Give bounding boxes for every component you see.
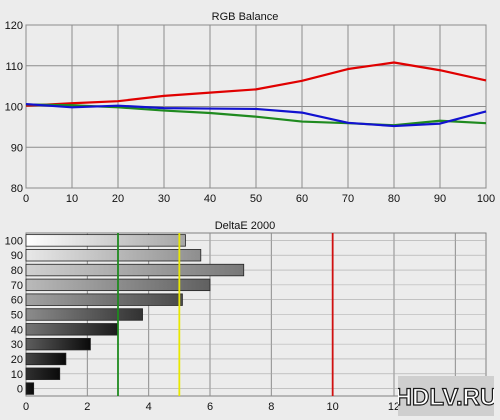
deltae-x-tick-label: 6 — [207, 401, 213, 413]
rgb-balance-x-tick-label: 30 — [158, 193, 170, 205]
rgb-balance-y-tick-label: 110 — [5, 61, 23, 73]
rgb-balance-series-line-0 — [25, 61, 487, 107]
deltae-y-tick-label: 30 — [11, 339, 23, 351]
deltae-bar-90 — [25, 249, 202, 262]
deltae-bar-0 — [25, 382, 35, 395]
rgb-balance-x-tick-label: 80 — [388, 193, 400, 205]
rgb-balance-x-tick-label: 70 — [342, 193, 354, 205]
deltae-y-tick-label: 0 — [17, 384, 23, 396]
deltae-x-tick-label: 8 — [268, 401, 274, 413]
deltae-x-tick-label: 2 — [84, 401, 90, 413]
deltae-x-tick-label: 10 — [327, 401, 339, 413]
rgb-balance-x-tick-label: 40 — [204, 193, 216, 205]
svg-text:HDLV.RU: HDLV.RU — [398, 384, 494, 411]
rgb-balance-x-tick-label: 90 — [434, 193, 446, 205]
rgb-balance-lines — [25, 61, 487, 128]
deltae-bar-50 — [25, 308, 143, 321]
rgb-balance-tick-labels: 0 10 20 30 40 50 60 70 80 90 100 80 90 100 110 120 — [5, 20, 496, 205]
deltae-tick-labels: 024681012141009080706050403020100 — [5, 235, 462, 413]
rgb-balance-x-tick-label: 10 — [66, 193, 78, 205]
deltae-y-tick-label: 10 — [11, 369, 23, 381]
deltae-y-tick-label: 100 — [5, 235, 23, 247]
deltae-bar-10 — [25, 367, 61, 380]
deltae-bars — [25, 234, 245, 395]
deltae-x-tick-label: 4 — [146, 401, 152, 413]
deltae-bar-40 — [25, 323, 119, 336]
deltae-y-tick-label: 20 — [11, 354, 23, 366]
rgb-balance-series-line-2 — [25, 102, 487, 128]
rgb-balance-x-tick-label: 50 — [250, 193, 262, 205]
deltae-y-tick-label: 60 — [11, 295, 23, 307]
rgb-balance-y-tick-label: 80 — [11, 183, 23, 195]
deltae-y-tick-label: 40 — [11, 324, 23, 336]
rgb-balance-title: RGB Balance — [212, 11, 279, 23]
rgb-balance-y-tick-label: 120 — [5, 20, 23, 32]
deltae-y-tick-label: 70 — [11, 280, 23, 292]
rgb-balance-x-tick-label: 100 — [477, 193, 495, 205]
deltae-y-tick-label: 90 — [11, 250, 23, 262]
deltae-y-tick-label: 80 — [11, 265, 23, 277]
deltae-reference-lines — [117, 233, 334, 396]
hdlv-logo: HDLV.RU — [398, 376, 494, 416]
rgb-balance-x-tick-label: 60 — [296, 193, 308, 205]
rgb-balance-y-tick-label: 90 — [11, 142, 23, 154]
deltae-bar-30 — [25, 337, 91, 351]
rgb-balance-y-tick-label: 100 — [5, 102, 23, 114]
deltae-bar-20 — [25, 352, 67, 366]
rgb-balance-x-tick-label: 0 — [23, 193, 29, 205]
deltae-bar-80 — [25, 263, 245, 277]
deltae-x-tick-label: 12 — [388, 401, 400, 413]
deltae-bar-100 — [25, 234, 186, 247]
deltae-bar-60 — [25, 293, 183, 306]
rgb-balance-x-tick-label: 20 — [112, 193, 124, 205]
deltae-x-tick-label: 0 — [23, 401, 29, 413]
deltae-title: DeltaE 2000 — [215, 220, 276, 232]
deltae-y-tick-label: 50 — [11, 310, 23, 322]
